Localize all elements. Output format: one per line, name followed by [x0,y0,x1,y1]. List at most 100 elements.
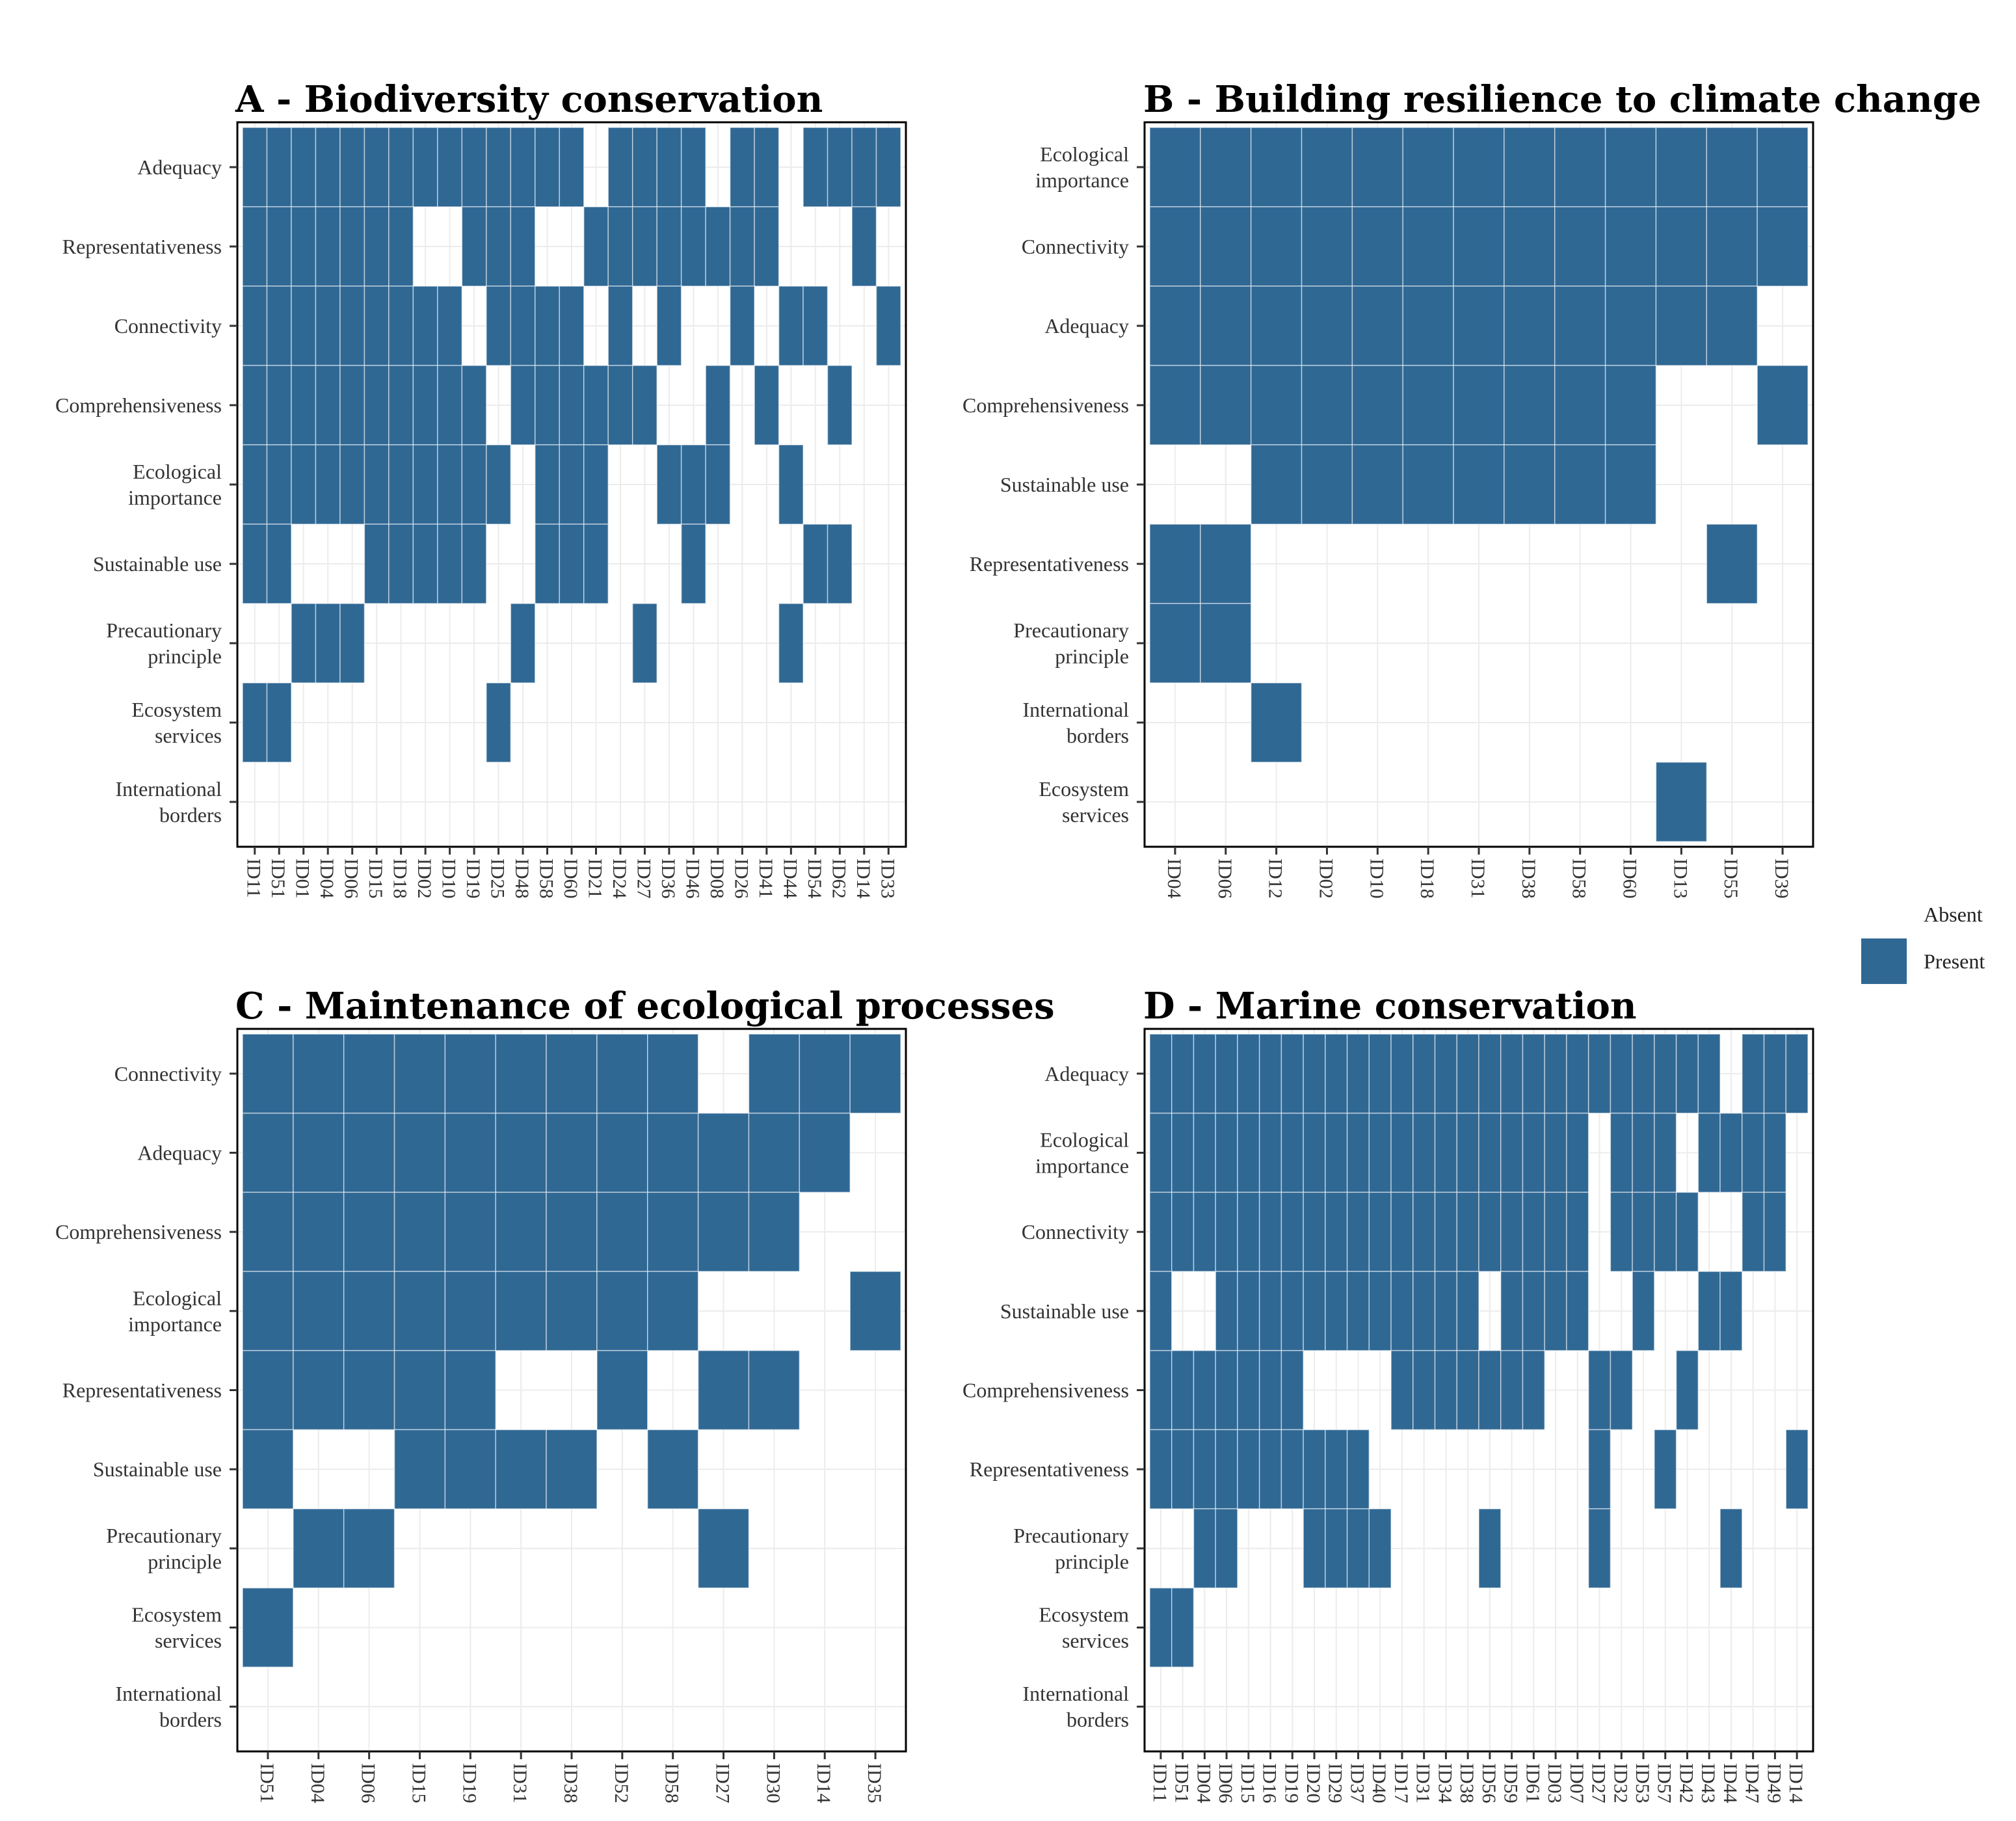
tile-present [1610,1033,1633,1114]
tile-present [546,1191,598,1272]
y-tick-label: Comprehensiveness [962,393,1129,417]
tile-present [510,127,536,207]
tile-present [291,127,317,207]
x-tick-label: ID16 [1259,1763,1280,1803]
x-tick-label: ID06 [1215,1763,1236,1803]
tile-present [729,127,755,207]
tile-present [1215,1191,1238,1272]
x-tick-label: ID15 [1237,1763,1258,1803]
x-tick-label: ID30 [762,1763,784,1803]
tile-present [1346,1191,1370,1272]
tile-present [559,127,585,207]
y-tick-label: Comprehensiveness [962,1379,1129,1402]
tile-present [1368,1033,1392,1114]
tile-present [1368,1191,1392,1272]
tile-present [293,1349,345,1431]
tile-present [778,286,804,366]
legend-swatch-present [1861,938,1907,984]
tile-present [754,365,780,445]
tile-present [364,127,390,207]
tile-present [437,286,463,366]
tile-present [444,1349,496,1431]
tile-present [1655,127,1708,207]
x-tick-label: ID10 [1366,858,1387,899]
tile-present [1544,1112,1567,1193]
x-tick-label: ID56 [1478,1763,1500,1803]
tile-present [1390,1033,1414,1114]
x-tick-label: ID60 [560,858,581,899]
tile-present [1193,1112,1216,1193]
x-tick-label: ID15 [408,1763,429,1803]
x-tick-label: ID47 [1742,1763,1763,1803]
tile-present [412,524,438,604]
tile-present [1200,365,1252,445]
tile-present [1522,1112,1545,1193]
x-tick-label: ID24 [609,858,630,899]
tile-present [1604,206,1657,287]
tile-present [1193,1429,1216,1509]
tile-present [266,365,292,445]
tile-present [364,524,390,604]
tile-present [697,1191,750,1272]
tile-present [802,127,829,207]
tile-present [1785,1033,1809,1114]
tile-present [799,1033,851,1114]
tile-present [680,524,706,604]
x-tick-label: ID19 [458,1763,480,1803]
x-tick-label: ID06 [341,858,362,899]
x-tick-label: ID25 [487,858,509,899]
x-tick-label: ID02 [414,858,435,899]
tile-present [495,1112,547,1193]
x-tick-label: ID58 [661,1763,683,1803]
tile-present [851,127,877,207]
tile-present [412,286,438,366]
tile-present [596,1271,648,1351]
tile-present [535,365,561,445]
x-tick-label: ID39 [1771,858,1792,899]
tile-present [1453,286,1505,366]
panel-title: D - Marine conservation [1143,985,1637,1028]
tile-present [1280,1429,1304,1509]
tile-present [412,127,438,207]
x-tick-label: ID20 [1303,1763,1324,1803]
tile-present [559,444,585,525]
x-tick-label: ID58 [536,858,557,899]
tile-present [393,1429,446,1509]
tile-present [849,1033,901,1114]
x-tick-label: ID38 [1456,1763,1478,1803]
tile-present [1237,1033,1260,1114]
tile-present [1456,1349,1479,1431]
tile-present [242,1429,294,1509]
tile-present [647,1429,699,1509]
tile-present [444,1112,496,1193]
tile-present [1456,1033,1479,1114]
y-tick-label: Sustainable use [1000,473,1129,496]
tile-present [1390,1112,1414,1193]
tile-present [754,127,780,207]
tile-present [242,206,268,287]
tile-present [1149,365,1201,445]
tile-present [510,603,536,684]
x-tick-label: ID40 [1368,1763,1390,1803]
tile-present [1632,1112,1655,1193]
tile-present [1554,286,1606,366]
tile-present [1325,1112,1348,1193]
y-tick-label: Ecological importance [1035,142,1129,192]
tile-present [393,1191,446,1272]
tile-present [293,1033,345,1114]
tile-present [596,1033,648,1114]
tile-present [546,1271,598,1351]
tile-present [1610,1112,1633,1193]
tile-present [495,1033,547,1114]
tile-present [393,1033,446,1114]
x-tick-label: ID48 [511,858,533,899]
tile-present [1413,1191,1436,1272]
y-tick-label: Ecological importance [128,1286,222,1336]
x-tick-label: ID38 [1518,858,1539,899]
x-tick-label: ID60 [1619,858,1641,899]
y-tick-label: Precautionary principle [106,1524,222,1573]
tile-present [1390,1191,1414,1272]
tile-present [1504,365,1556,445]
x-tick-label: ID11 [243,858,265,898]
